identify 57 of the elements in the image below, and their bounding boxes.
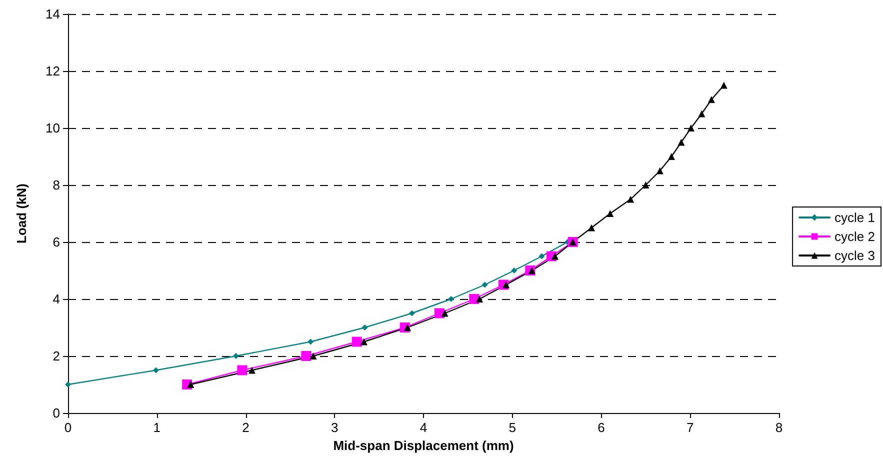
y-axis-title: Load (kN) bbox=[14, 184, 29, 244]
x-tick-label: 7 bbox=[686, 420, 694, 435]
point bbox=[708, 96, 715, 103]
point bbox=[301, 351, 312, 361]
x-tick-label: 2 bbox=[242, 420, 250, 435]
point bbox=[248, 366, 256, 374]
y-tick-label: 6 bbox=[52, 234, 60, 250]
point bbox=[360, 338, 368, 346]
point bbox=[232, 353, 239, 359]
x-axis-title: Mid-span Displacement (mm) bbox=[333, 438, 514, 453]
point bbox=[308, 338, 314, 345]
x-tick-label: 3 bbox=[331, 420, 338, 435]
point bbox=[448, 296, 454, 302]
point bbox=[404, 324, 412, 331]
x-tick-label: 8 bbox=[775, 420, 783, 435]
point bbox=[511, 268, 518, 274]
point bbox=[476, 296, 483, 302]
y-tick-label: 12 bbox=[46, 64, 60, 78]
point bbox=[627, 196, 634, 203]
x-tick-label: 4 bbox=[420, 420, 428, 435]
y-tick-label: 14 bbox=[46, 6, 60, 22]
legend-label: cycle 3 bbox=[834, 248, 876, 263]
x-tick-label: 1 bbox=[153, 420, 160, 435]
point bbox=[642, 182, 650, 188]
point bbox=[362, 324, 368, 330]
y-tick-label: 10 bbox=[46, 120, 60, 136]
point bbox=[502, 281, 510, 288]
point bbox=[408, 310, 415, 316]
x-tick-label: 5 bbox=[508, 420, 516, 435]
point bbox=[310, 352, 317, 360]
point bbox=[469, 294, 480, 304]
legend-label: cycle 2 bbox=[834, 229, 876, 244]
x-tick-label: 6 bbox=[598, 420, 605, 435]
legend-label: cycle 1 bbox=[834, 210, 876, 225]
point bbox=[698, 110, 706, 118]
y-tick-label: 4 bbox=[52, 292, 60, 306]
point bbox=[552, 252, 559, 260]
point bbox=[528, 267, 536, 274]
point bbox=[65, 382, 71, 388]
point bbox=[688, 124, 695, 132]
point bbox=[538, 253, 545, 260]
point bbox=[187, 381, 194, 388]
point bbox=[656, 167, 664, 174]
point bbox=[668, 153, 675, 160]
point bbox=[441, 310, 448, 317]
point bbox=[720, 82, 728, 89]
point bbox=[237, 365, 248, 376]
point bbox=[352, 336, 362, 347]
point bbox=[152, 367, 159, 374]
y-tick-label: 8 bbox=[52, 178, 60, 192]
point bbox=[588, 224, 595, 232]
point bbox=[606, 210, 614, 217]
point bbox=[482, 282, 488, 288]
x-tick-label: 0 bbox=[64, 420, 72, 435]
y-tick-label: 0 bbox=[52, 406, 60, 420]
y-tick-label: 2 bbox=[52, 348, 60, 364]
point bbox=[678, 138, 685, 146]
